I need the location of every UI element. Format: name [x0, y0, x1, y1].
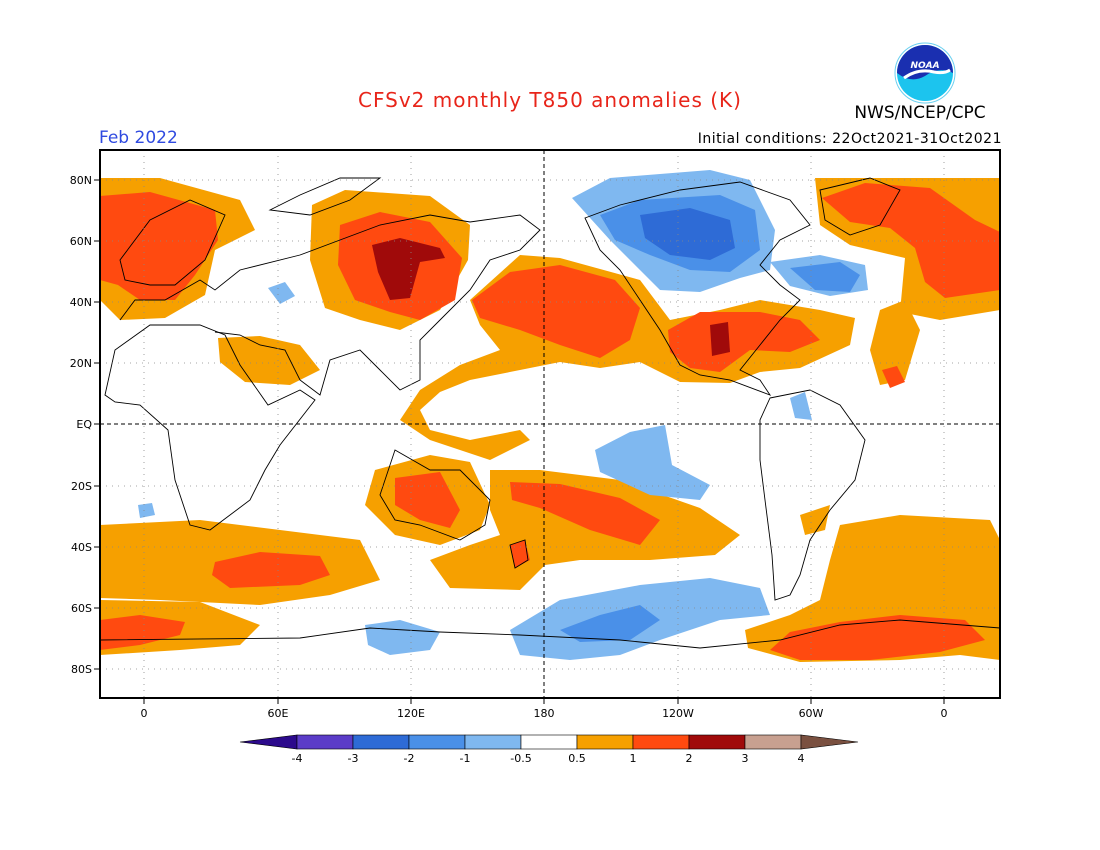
colorbar-label: 2 [686, 752, 693, 765]
lat-label: EQ [76, 418, 92, 431]
lon-label: 0 [941, 707, 948, 720]
lat-label: 80N [70, 174, 92, 187]
logo-text: NOAA [910, 61, 939, 71]
colorbar-label: 3 [742, 752, 749, 765]
colorbar-swatch [464, 734, 522, 750]
colorbar-arrow-high [800, 734, 859, 750]
colorbar-swatch [520, 734, 578, 750]
agency-label: NWS/NCEP/CPC [854, 103, 986, 123]
noaa-logo-icon: NOAA [894, 42, 956, 104]
colorbar-label: -3 [348, 752, 359, 765]
lon-label: 60W [799, 707, 824, 720]
lon-label: 120E [397, 707, 425, 720]
anomaly-shading [100, 170, 1000, 662]
longitude-labels: 0 60E 120E 180 120W 60W 0 [141, 707, 948, 720]
lon-label: 120W [662, 707, 694, 720]
colorbar-swatch [632, 734, 690, 750]
colorbar-label: -2 [404, 752, 415, 765]
lat-label: 60N [70, 235, 92, 248]
latitude-labels: 80N 60N 40N 20N EQ 20S 40S 60S 80S [70, 174, 93, 676]
coastlines [100, 177, 1000, 698]
lat-label: 20S [71, 480, 92, 493]
lat-label: 40N [70, 296, 92, 309]
colorbar-arrow-low [239, 734, 298, 750]
colorbar-swatch [576, 734, 634, 750]
colorbar: -4 -3 -2 -1 -0.5 0.5 1 2 3 4 [239, 734, 859, 765]
lat-label: 60S [71, 602, 92, 615]
colorbar-swatch [296, 734, 354, 750]
colorbar-swatch [352, 734, 410, 750]
lat-label: 20N [70, 357, 92, 370]
colorbar-swatch [688, 734, 746, 750]
colorbar-label: -4 [292, 752, 303, 765]
initial-conditions-label: Initial conditions: 22Oct2021-31Oct2021 [697, 131, 1002, 147]
target-month-label: Feb 2022 [99, 128, 178, 148]
colorbar-label: 1 [630, 752, 637, 765]
colorbar-swatch [408, 734, 466, 750]
graticule [100, 150, 1000, 698]
lon-label: 180 [534, 707, 555, 720]
lat-label: 40S [71, 541, 92, 554]
colorbar-label: -1 [460, 752, 471, 765]
colorbar-label: 4 [798, 752, 805, 765]
lat-label: 80S [71, 663, 92, 676]
map-title: CFSv2 monthly T850 anomalies (K) [358, 88, 742, 112]
colorbar-swatch [744, 734, 802, 750]
lon-label: 0 [141, 707, 148, 720]
colorbar-label: 0.5 [568, 752, 586, 765]
colorbar-label: -0.5 [510, 752, 531, 765]
lon-label: 60E [268, 707, 289, 720]
